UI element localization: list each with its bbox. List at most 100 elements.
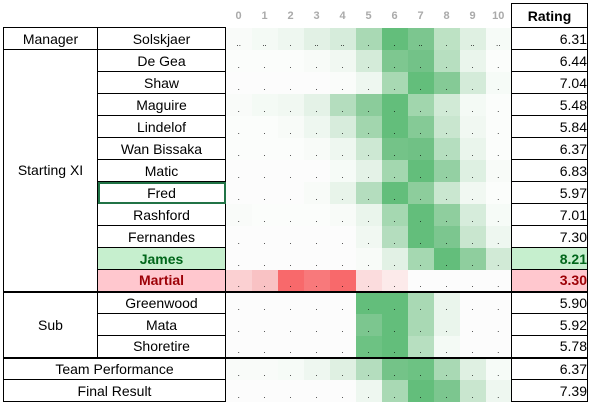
score-cell[interactable]: . [225,181,252,204]
score-cell[interactable]: . [433,93,460,116]
score-cell[interactable]: . [485,247,512,270]
score-cell[interactable]: . [355,159,382,182]
score-cell[interactable]: . [433,27,460,50]
score-cell[interactable]: . [381,137,408,160]
score-cell[interactable]: . [485,313,512,336]
score-cell[interactable]: . [459,137,486,160]
score-cell[interactable]: . [407,159,434,182]
score-cell[interactable]: . [407,225,434,248]
score-cell[interactable]: . [251,137,278,160]
score-cell[interactable]: . [277,290,304,314]
score-cell[interactable]: . [225,379,252,402]
score-cell[interactable]: . [355,290,382,314]
score-cell[interactable]: . [303,115,330,138]
score-cell[interactable]: . [355,27,382,50]
score-cell[interactable]: .. [303,27,330,50]
role-label[interactable]: Manager [3,27,98,50]
score-cell[interactable]: . [355,269,382,292]
score-cell[interactable]: . [329,137,356,160]
score-cell[interactable]: . [433,313,460,336]
score-cell[interactable]: .. [329,27,356,50]
score-cell[interactable]: . [485,356,512,380]
score-cell[interactable]: . [277,27,304,50]
score-cell[interactable]: . [381,290,408,314]
rating-value[interactable]: 6.37 [511,356,588,380]
score-cell[interactable]: . [407,313,434,336]
score-cell[interactable]: . [433,203,460,226]
score-cell[interactable]: . [485,225,512,248]
score-cell[interactable]: .. [459,27,486,50]
score-cell[interactable]: . [225,137,252,160]
score-cell[interactable]: . [407,49,434,72]
score-cell[interactable]: . [329,225,356,248]
score-cell[interactable]: . [485,137,512,160]
score-cell[interactable]: . [433,159,460,182]
score-cell[interactable]: . [251,93,278,116]
score-cell[interactable]: . [407,247,434,270]
rating-value[interactable]: 5.92 [511,313,588,336]
player-name[interactable]: Martial [97,269,226,292]
score-cell[interactable]: . [225,290,252,314]
score-cell[interactable]: . [225,335,252,358]
score-cell[interactable]: . [459,290,486,314]
score-cell[interactable]: . [381,49,408,72]
score-cell[interactable]: . [433,115,460,138]
score-cell[interactable]: .. [225,27,252,50]
rating-value[interactable]: 7.30 [511,225,588,248]
score-cell[interactable]: . [407,356,434,380]
player-name[interactable]: Rashford [97,203,226,226]
score-cell[interactable]: . [225,269,252,292]
score-cell[interactable]: . [329,313,356,336]
score-cell[interactable]: . [433,181,460,204]
score-cell[interactable]: . [329,71,356,94]
score-cell[interactable]: . [407,203,434,226]
player-name[interactable]: Fred [97,181,226,204]
score-cell[interactable]: . [277,49,304,72]
score-cell[interactable]: .. [407,27,434,50]
score-cell[interactable]: . [407,137,434,160]
player-name[interactable]: Shoretire [97,335,226,358]
player-name[interactable]: Shaw [97,71,226,94]
score-cell[interactable]: . [329,115,356,138]
rating-value[interactable]: 7.01 [511,203,588,226]
score-cell[interactable]: . [485,49,512,72]
score-cell[interactable]: . [277,93,304,116]
rating-value[interactable]: 5.78 [511,335,588,358]
score-cell[interactable]: . [433,356,460,380]
score-cell[interactable]: . [251,203,278,226]
summary-label[interactable]: Final Result [3,379,226,402]
score-cell[interactable]: . [251,225,278,248]
score-cell[interactable]: . [225,71,252,94]
score-cell[interactable]: . [381,247,408,270]
score-cell[interactable]: .. [485,27,512,50]
score-cell[interactable]: . [355,203,382,226]
score-cell[interactable]: . [303,159,330,182]
score-cell[interactable]: . [459,313,486,336]
score-cell[interactable]: . [251,71,278,94]
score-cell[interactable]: . [277,159,304,182]
score-cell[interactable]: . [381,93,408,116]
player-name[interactable]: De Gea [97,49,226,72]
score-cell[interactable]: . [329,159,356,182]
score-cell[interactable]: . [433,247,460,270]
score-cell[interactable]: .. [251,27,278,50]
score-cell[interactable]: . [329,203,356,226]
score-cell[interactable]: . [355,49,382,72]
player-name[interactable]: Maguire [97,93,226,116]
score-cell[interactable]: . [485,115,512,138]
score-cell[interactable]: . [433,137,460,160]
score-cell[interactable]: . [225,247,252,270]
score-cell[interactable]: . [329,290,356,314]
score-cell[interactable]: . [303,290,330,314]
score-cell[interactable]: . [251,290,278,314]
player-name[interactable]: James [97,247,226,270]
score-cell[interactable]: . [407,93,434,116]
score-cell[interactable]: . [303,335,330,358]
score-cell[interactable]: . [459,335,486,358]
score-cell[interactable]: . [303,71,330,94]
score-cell[interactable]: . [277,356,304,380]
score-cell[interactable]: . [459,181,486,204]
player-name[interactable]: Greenwood [97,290,226,314]
score-cell[interactable]: . [277,269,304,292]
score-cell[interactable]: . [277,71,304,94]
